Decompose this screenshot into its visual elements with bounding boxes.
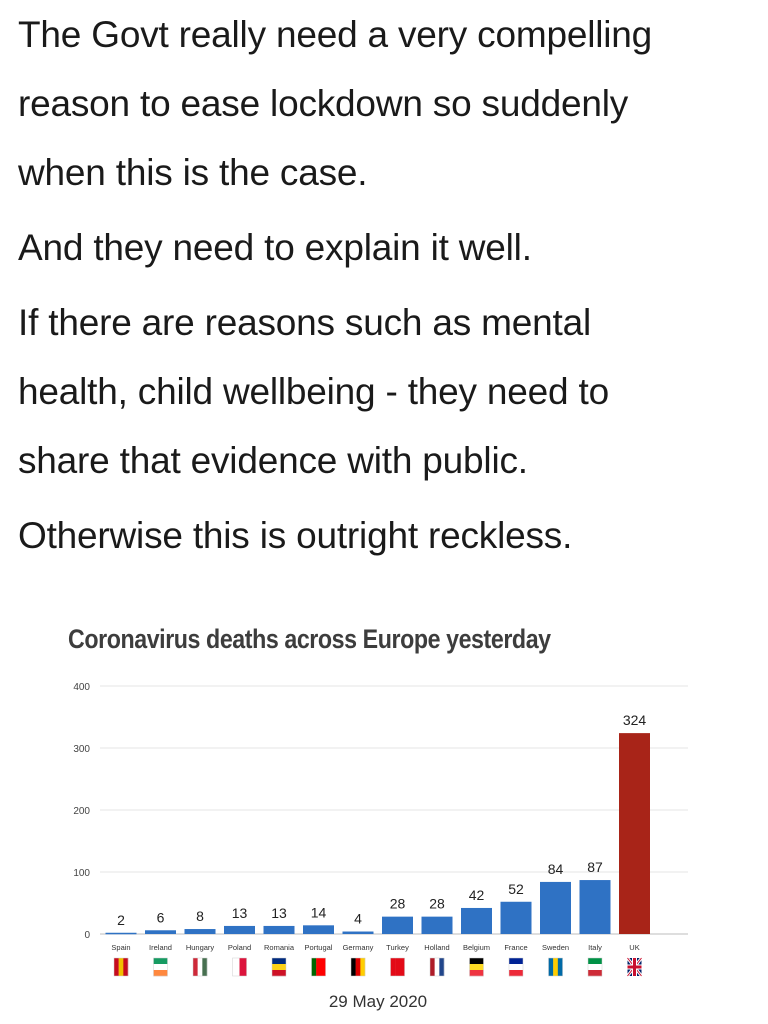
bar-value-label: 42 <box>469 887 485 903</box>
x-axis-labels: Spain Ireland Hungary Poland Romania Portugal… <box>111 943 639 952</box>
tweet-line-text: share that evidence with public. <box>18 440 528 481</box>
bar <box>184 929 216 934</box>
x-tick-label: Turkey <box>386 943 409 952</box>
bar <box>421 916 453 934</box>
flag-icon <box>350 957 366 977</box>
tweet-line: And they need to explain it well. <box>18 213 758 282</box>
value-labels: 2 6 8 13 13 14 4 28 28 42 52 84 87 324 <box>117 712 646 928</box>
bar-value-label: 28 <box>390 896 406 912</box>
flag-icon <box>429 957 445 977</box>
flag-icons <box>113 957 643 977</box>
flag-icon <box>311 957 326 977</box>
flag-icon <box>232 957 247 977</box>
tweet-line-text: The Govt really need a very compelling <box>18 14 653 55</box>
tweet-text: The Govt really need a very compelling re… <box>18 0 758 570</box>
flag-icon <box>469 957 484 977</box>
tweet-line: The Govt really need a very compelling re… <box>18 0 758 207</box>
bar <box>579 880 611 934</box>
bar <box>500 901 532 934</box>
x-tick-label: Romania <box>264 943 295 952</box>
flag-icon <box>113 957 129 977</box>
bar <box>105 932 137 935</box>
x-tick-label: Hungary <box>186 943 215 952</box>
y-tick-label: 100 <box>73 868 90 879</box>
flag-icon <box>153 957 168 977</box>
bar <box>619 733 650 934</box>
flag-icon <box>626 957 643 977</box>
bar <box>342 931 374 934</box>
x-tick-label: Italy <box>588 943 602 952</box>
chart-bars <box>105 733 650 935</box>
tweet-line-text: when this is the case. <box>18 152 368 193</box>
x-axis-title: 29 May 2020 <box>329 992 427 1011</box>
x-tick-label: France <box>504 943 527 952</box>
y-axis-ticks: 0 100 200 300 400 <box>73 682 90 941</box>
x-tick-label: Poland <box>228 943 251 952</box>
chart-title: Coronavirus deaths across Europe yesterd… <box>68 624 551 654</box>
x-tick-label: Portugal <box>305 943 333 952</box>
bar-value-label: 13 <box>232 905 248 921</box>
bar-value-label: 87 <box>587 859 603 875</box>
y-tick-label: 400 <box>73 682 90 693</box>
flag-icon <box>548 957 563 977</box>
x-tick-label: UK <box>629 943 639 952</box>
y-tick-label: 200 <box>73 806 90 817</box>
tweet-line-text: And they need to explain it well. <box>18 227 532 268</box>
bar-value-label: 52 <box>508 881 524 897</box>
bar-value-label: 324 <box>623 712 647 728</box>
tweet-line: Otherwise this is outright reckless. <box>18 501 758 570</box>
x-tick-label: Belgium <box>463 943 490 952</box>
y-tick-label: 300 <box>73 744 90 755</box>
bar <box>303 925 334 934</box>
bar-value-label: 14 <box>311 904 327 920</box>
x-tick-label: Germany <box>343 943 374 952</box>
x-tick-label: Spain <box>111 943 130 952</box>
tweet-line-text: Otherwise this is outright reckless. <box>18 515 573 556</box>
flag-icon <box>508 957 524 977</box>
x-tick-label: Sweden <box>542 943 569 952</box>
tweet-line-text: If there are reasons such as mental <box>18 302 591 343</box>
bar-value-label: 4 <box>354 911 362 927</box>
bar <box>145 930 176 934</box>
bar <box>224 925 255 934</box>
flag-icon <box>587 957 603 977</box>
tweet-line: If there are reasons such as mental healt… <box>18 288 758 495</box>
bar-value-label: 6 <box>157 909 165 925</box>
bar <box>461 907 492 934</box>
bar-value-label: 84 <box>548 861 564 877</box>
flag-icon <box>192 957 208 977</box>
flag-icon <box>390 957 405 977</box>
bar <box>540 881 571 934</box>
tweet-line-text: health, child wellbeing - they need to <box>18 371 609 412</box>
x-tick-label: Holland <box>424 943 449 952</box>
tweet-line-text: reason to ease lockdown so suddenly <box>18 83 629 124</box>
bar-value-label: 2 <box>117 912 125 928</box>
bar-value-label: 13 <box>271 905 287 921</box>
bar-value-label: 8 <box>196 908 204 924</box>
bar <box>382 916 413 934</box>
flag-icon <box>271 957 287 977</box>
y-tick-label: 0 <box>84 930 90 941</box>
bar <box>263 925 295 934</box>
bar-value-label: 28 <box>429 896 445 912</box>
x-tick-label: Ireland <box>149 943 172 952</box>
